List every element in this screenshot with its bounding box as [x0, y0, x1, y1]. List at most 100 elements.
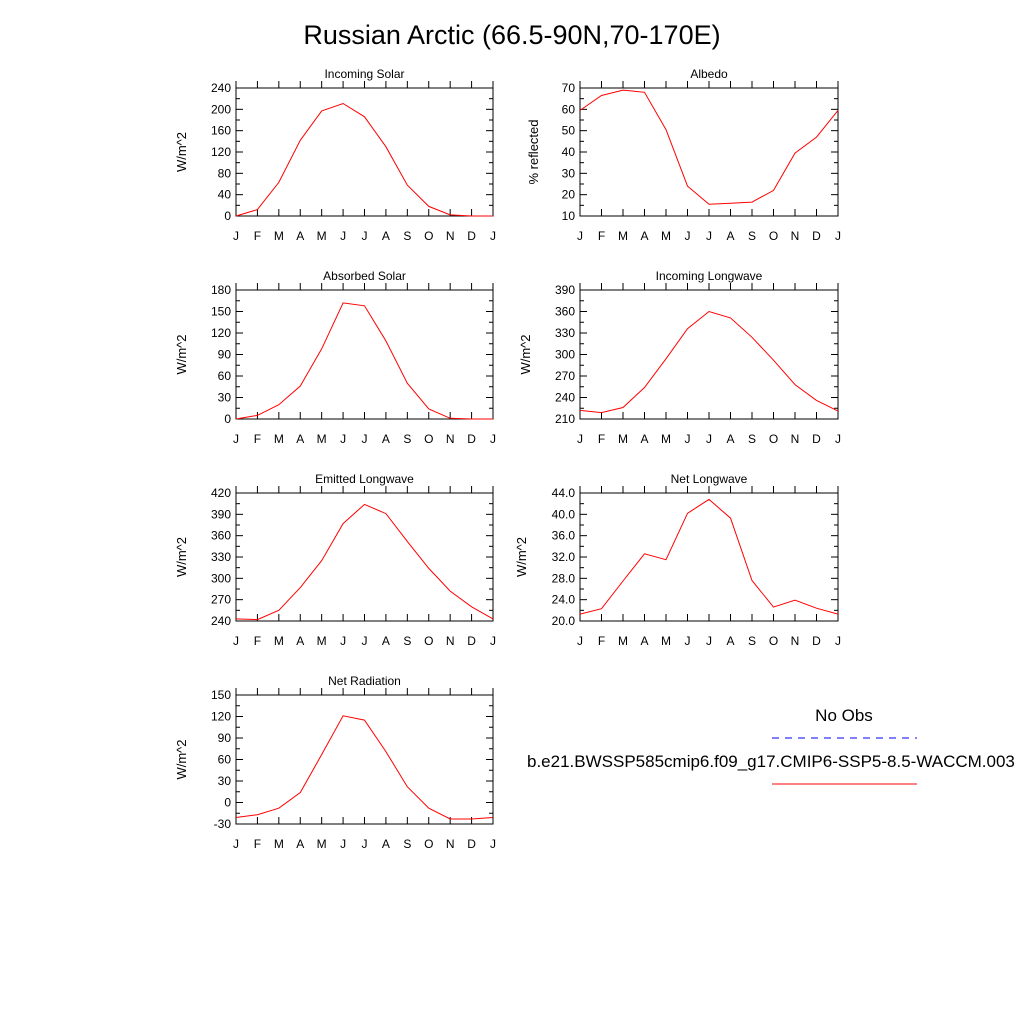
y-tick-label: 270 — [211, 593, 231, 607]
x-tick-label: J — [835, 432, 841, 446]
y-tick-label: 330 — [211, 550, 231, 564]
x-tick-label: F — [598, 634, 605, 648]
panel-title: Emitted Longwave — [315, 472, 414, 486]
x-tick-label: A — [382, 837, 390, 851]
plot-frame — [235, 87, 494, 217]
x-tick-label: J — [362, 837, 368, 851]
y-tick-label: 32.0 — [552, 550, 576, 564]
x-tick-label: M — [274, 432, 284, 446]
x-tick-label: N — [791, 634, 800, 648]
x-tick-label: S — [748, 432, 756, 446]
y-tick-label: 60 — [218, 753, 232, 767]
y-tick-label: 60 — [218, 369, 232, 383]
x-tick-label: D — [467, 634, 476, 648]
y-tick-label: 160 — [211, 124, 231, 138]
y-tick-label: 240 — [211, 81, 231, 95]
y-tick-label: -30 — [214, 817, 232, 831]
y-tick-label: 36.0 — [552, 529, 576, 543]
x-tick-label: M — [618, 229, 628, 243]
plot-frame — [235, 492, 494, 622]
x-tick-label: N — [446, 229, 455, 243]
x-tick-label: M — [661, 229, 671, 243]
plot-frame — [579, 289, 839, 420]
y-tick-label: 420 — [211, 486, 231, 500]
x-tick-label: A — [640, 229, 648, 243]
x-tick-label: M — [618, 634, 628, 648]
y-tick-label: 60 — [562, 102, 576, 116]
y-tick-label: 0 — [224, 796, 231, 810]
plot-frame — [579, 87, 839, 217]
x-tick-label: J — [685, 432, 691, 446]
y-tick-label: 0 — [224, 412, 231, 426]
y-tick-label: 30 — [218, 774, 232, 788]
x-tick-label: A — [382, 432, 390, 446]
x-tick-label: D — [467, 432, 476, 446]
x-tick-label: A — [296, 837, 304, 851]
y-tick-label: 300 — [211, 571, 231, 585]
x-tick-label: M — [317, 432, 327, 446]
x-tick-label: M — [661, 432, 671, 446]
panel-title: Incoming Longwave — [656, 269, 763, 283]
x-tick-label: A — [640, 432, 648, 446]
y-tick-label: 120 — [211, 710, 231, 724]
x-tick-label: A — [726, 229, 734, 243]
x-tick-label: F — [254, 432, 261, 446]
x-tick-label: D — [812, 229, 821, 243]
y-tick-label: 300 — [555, 348, 575, 362]
y-tick-label: 24.0 — [552, 593, 576, 607]
x-tick-label: J — [577, 229, 583, 243]
y-axis-label: W/m^2 — [174, 334, 189, 374]
x-tick-label: D — [467, 229, 476, 243]
y-tick-label: 330 — [555, 326, 575, 340]
x-tick-label: O — [424, 837, 433, 851]
legend-obs-label: No Obs — [815, 706, 873, 725]
x-tick-label: J — [685, 229, 691, 243]
y-tick-label: 90 — [218, 731, 232, 745]
y-tick-label: 360 — [555, 305, 575, 319]
y-axis-label: W/m^2 — [518, 334, 533, 374]
series-line — [235, 302, 493, 420]
panel-title: Absorbed Solar — [323, 269, 406, 283]
x-tick-label: M — [317, 634, 327, 648]
y-tick-label: 200 — [211, 102, 231, 116]
x-tick-label: D — [467, 837, 476, 851]
panel-title: Net Longwave — [671, 472, 748, 486]
x-tick-label: F — [254, 837, 261, 851]
x-tick-label: J — [835, 634, 841, 648]
plot-frame — [235, 694, 494, 825]
x-tick-label: J — [577, 634, 583, 648]
y-tick-label: 240 — [211, 614, 231, 628]
x-tick-label: J — [706, 432, 712, 446]
x-tick-label: J — [233, 432, 239, 446]
page-title: Russian Arctic (66.5-90N,70-170E) — [303, 20, 721, 50]
y-tick-label: 180 — [211, 283, 231, 297]
y-tick-label: 40.0 — [552, 507, 576, 521]
y-axis-label: % reflected — [526, 119, 541, 184]
x-tick-label: N — [446, 432, 455, 446]
y-tick-label: 0 — [224, 209, 231, 223]
y-tick-label: 210 — [555, 412, 575, 426]
y-tick-label: 30 — [218, 391, 232, 405]
plot-frame — [235, 289, 494, 420]
x-tick-label: M — [618, 432, 628, 446]
panel-title: Net Radiation — [328, 674, 401, 688]
y-tick-label: 80 — [218, 166, 232, 180]
x-tick-label: S — [403, 837, 411, 851]
x-tick-label: D — [812, 432, 821, 446]
y-tick-label: 240 — [555, 391, 575, 405]
y-tick-label: 120 — [211, 326, 231, 340]
x-tick-label: O — [769, 432, 778, 446]
x-tick-label: A — [640, 634, 648, 648]
x-tick-label: S — [403, 634, 411, 648]
y-tick-label: 150 — [211, 688, 231, 702]
x-tick-label: O — [424, 229, 433, 243]
x-tick-label: N — [446, 837, 455, 851]
x-tick-label: S — [403, 229, 411, 243]
y-tick-label: 270 — [555, 369, 575, 383]
series-line — [579, 89, 839, 205]
y-axis-label: W/m^2 — [174, 739, 189, 779]
x-tick-label: A — [296, 432, 304, 446]
series-line — [235, 102, 493, 217]
